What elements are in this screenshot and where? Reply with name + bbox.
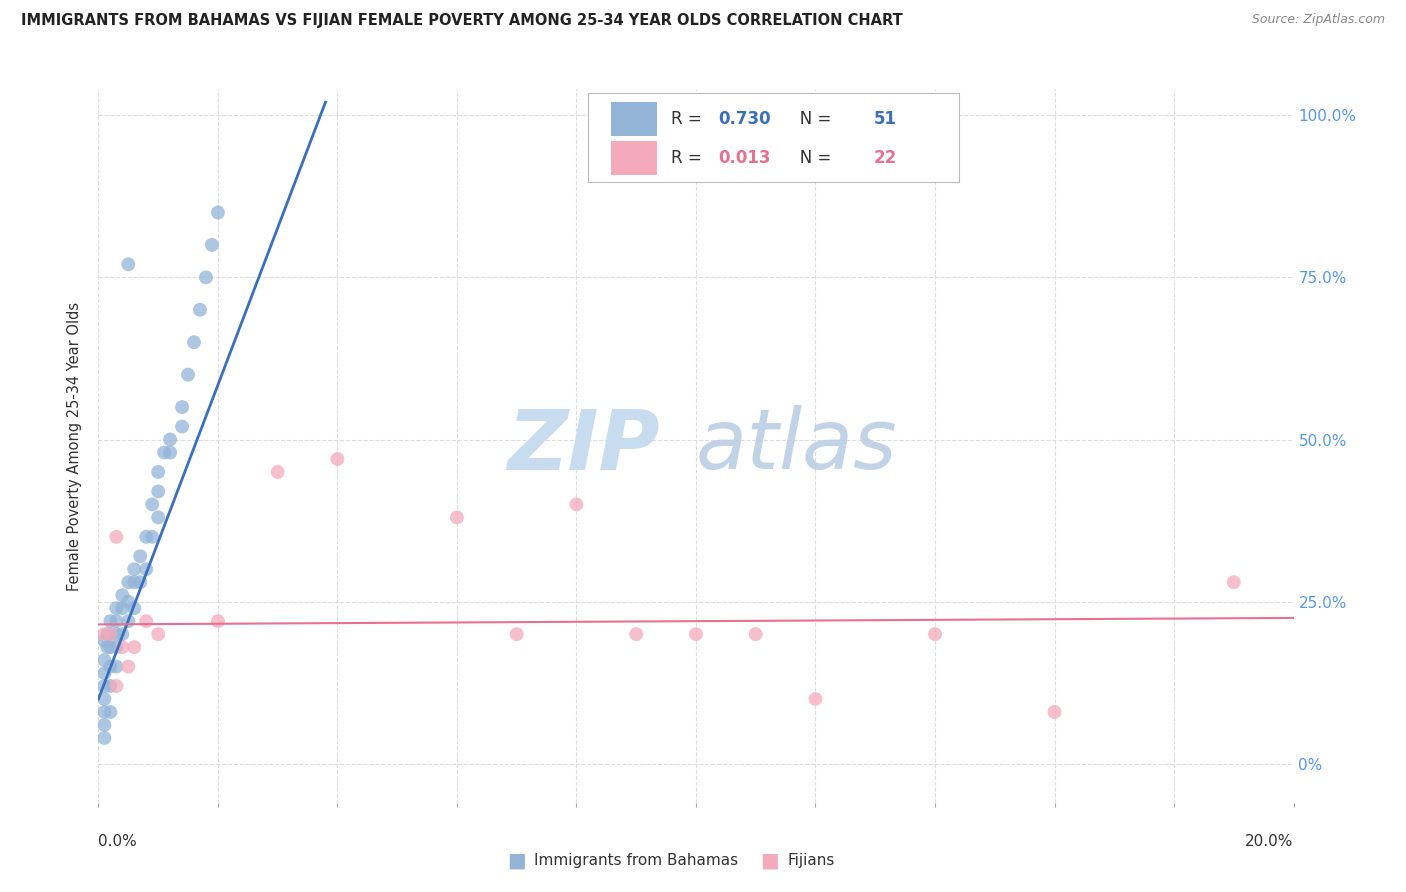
Point <box>93 627 115 641</box>
Point <box>195 270 218 285</box>
Point <box>100 659 122 673</box>
Point <box>135 530 157 544</box>
Point <box>105 601 128 615</box>
Point <box>124 575 146 590</box>
Point <box>135 614 157 628</box>
Point <box>141 530 163 544</box>
Point <box>159 445 181 459</box>
Point <box>105 679 128 693</box>
Point <box>129 549 152 564</box>
Point <box>172 419 194 434</box>
Text: Source: ZipAtlas.com: Source: ZipAtlas.com <box>1251 13 1385 27</box>
Point <box>129 575 152 590</box>
Point <box>506 627 529 641</box>
Point <box>105 659 128 673</box>
Point <box>111 601 134 615</box>
Point <box>207 614 229 628</box>
Point <box>188 302 211 317</box>
Point <box>148 465 170 479</box>
Text: 0.0%: 0.0% <box>98 834 138 849</box>
Text: ▪: ▪ <box>506 847 527 875</box>
Text: R =: R = <box>671 149 707 167</box>
Point <box>93 692 115 706</box>
Point <box>148 484 170 499</box>
Text: N =: N = <box>785 149 837 167</box>
Point <box>924 627 946 641</box>
Point <box>177 368 200 382</box>
Text: Fijians: Fijians <box>787 854 835 868</box>
Text: atlas: atlas <box>696 406 897 486</box>
Point <box>96 640 118 654</box>
Point <box>124 601 146 615</box>
Point <box>565 497 588 511</box>
Bar <box>612 103 657 136</box>
Point <box>100 614 122 628</box>
Point <box>1223 575 1246 590</box>
Point <box>117 257 139 271</box>
FancyBboxPatch shape <box>588 93 959 182</box>
Point <box>93 679 115 693</box>
Point <box>100 679 122 693</box>
Point <box>105 530 128 544</box>
Point <box>626 627 648 641</box>
Point <box>207 205 229 219</box>
Point <box>100 640 122 654</box>
Point <box>93 653 115 667</box>
Text: 51: 51 <box>875 111 897 128</box>
Point <box>159 433 181 447</box>
Point <box>93 666 115 681</box>
Text: N =: N = <box>785 111 837 128</box>
Point <box>105 640 128 654</box>
Text: 0.730: 0.730 <box>718 111 772 128</box>
Point <box>93 718 115 732</box>
Point <box>153 445 176 459</box>
Point <box>117 595 139 609</box>
Point <box>124 640 146 654</box>
Text: Immigrants from Bahamas: Immigrants from Bahamas <box>534 854 738 868</box>
Text: ▪: ▪ <box>759 847 780 875</box>
Point <box>745 627 768 641</box>
Point <box>100 627 122 641</box>
Text: R =: R = <box>671 111 707 128</box>
Text: IMMIGRANTS FROM BAHAMAS VS FIJIAN FEMALE POVERTY AMONG 25-34 YEAR OLDS CORRELATI: IMMIGRANTS FROM BAHAMAS VS FIJIAN FEMALE… <box>21 13 903 29</box>
Point <box>111 640 134 654</box>
Point <box>124 562 146 576</box>
Point <box>117 575 139 590</box>
Point <box>446 510 468 524</box>
Text: 0.013: 0.013 <box>718 149 770 167</box>
Point <box>100 705 122 719</box>
Point <box>93 731 115 745</box>
Point <box>105 614 128 628</box>
Point <box>111 588 134 602</box>
Point <box>93 633 115 648</box>
Point <box>685 627 707 641</box>
Point <box>135 562 157 576</box>
Text: 22: 22 <box>875 149 897 167</box>
Point <box>100 627 122 641</box>
Point <box>804 692 827 706</box>
Point <box>326 452 349 467</box>
Point <box>1043 705 1066 719</box>
Point <box>96 627 118 641</box>
Point <box>267 465 290 479</box>
Point <box>105 627 128 641</box>
Text: ZIP: ZIP <box>508 406 661 486</box>
Point <box>172 400 194 414</box>
Y-axis label: Female Poverty Among 25-34 Year Olds: Female Poverty Among 25-34 Year Olds <box>67 301 83 591</box>
Point <box>111 627 134 641</box>
Point <box>93 705 115 719</box>
Point <box>148 627 170 641</box>
Point <box>117 614 139 628</box>
Point <box>148 510 170 524</box>
Bar <box>612 141 657 175</box>
Point <box>117 659 139 673</box>
Text: 20.0%: 20.0% <box>1246 834 1294 849</box>
Point <box>183 335 205 350</box>
Point <box>141 497 163 511</box>
Point <box>201 238 224 252</box>
